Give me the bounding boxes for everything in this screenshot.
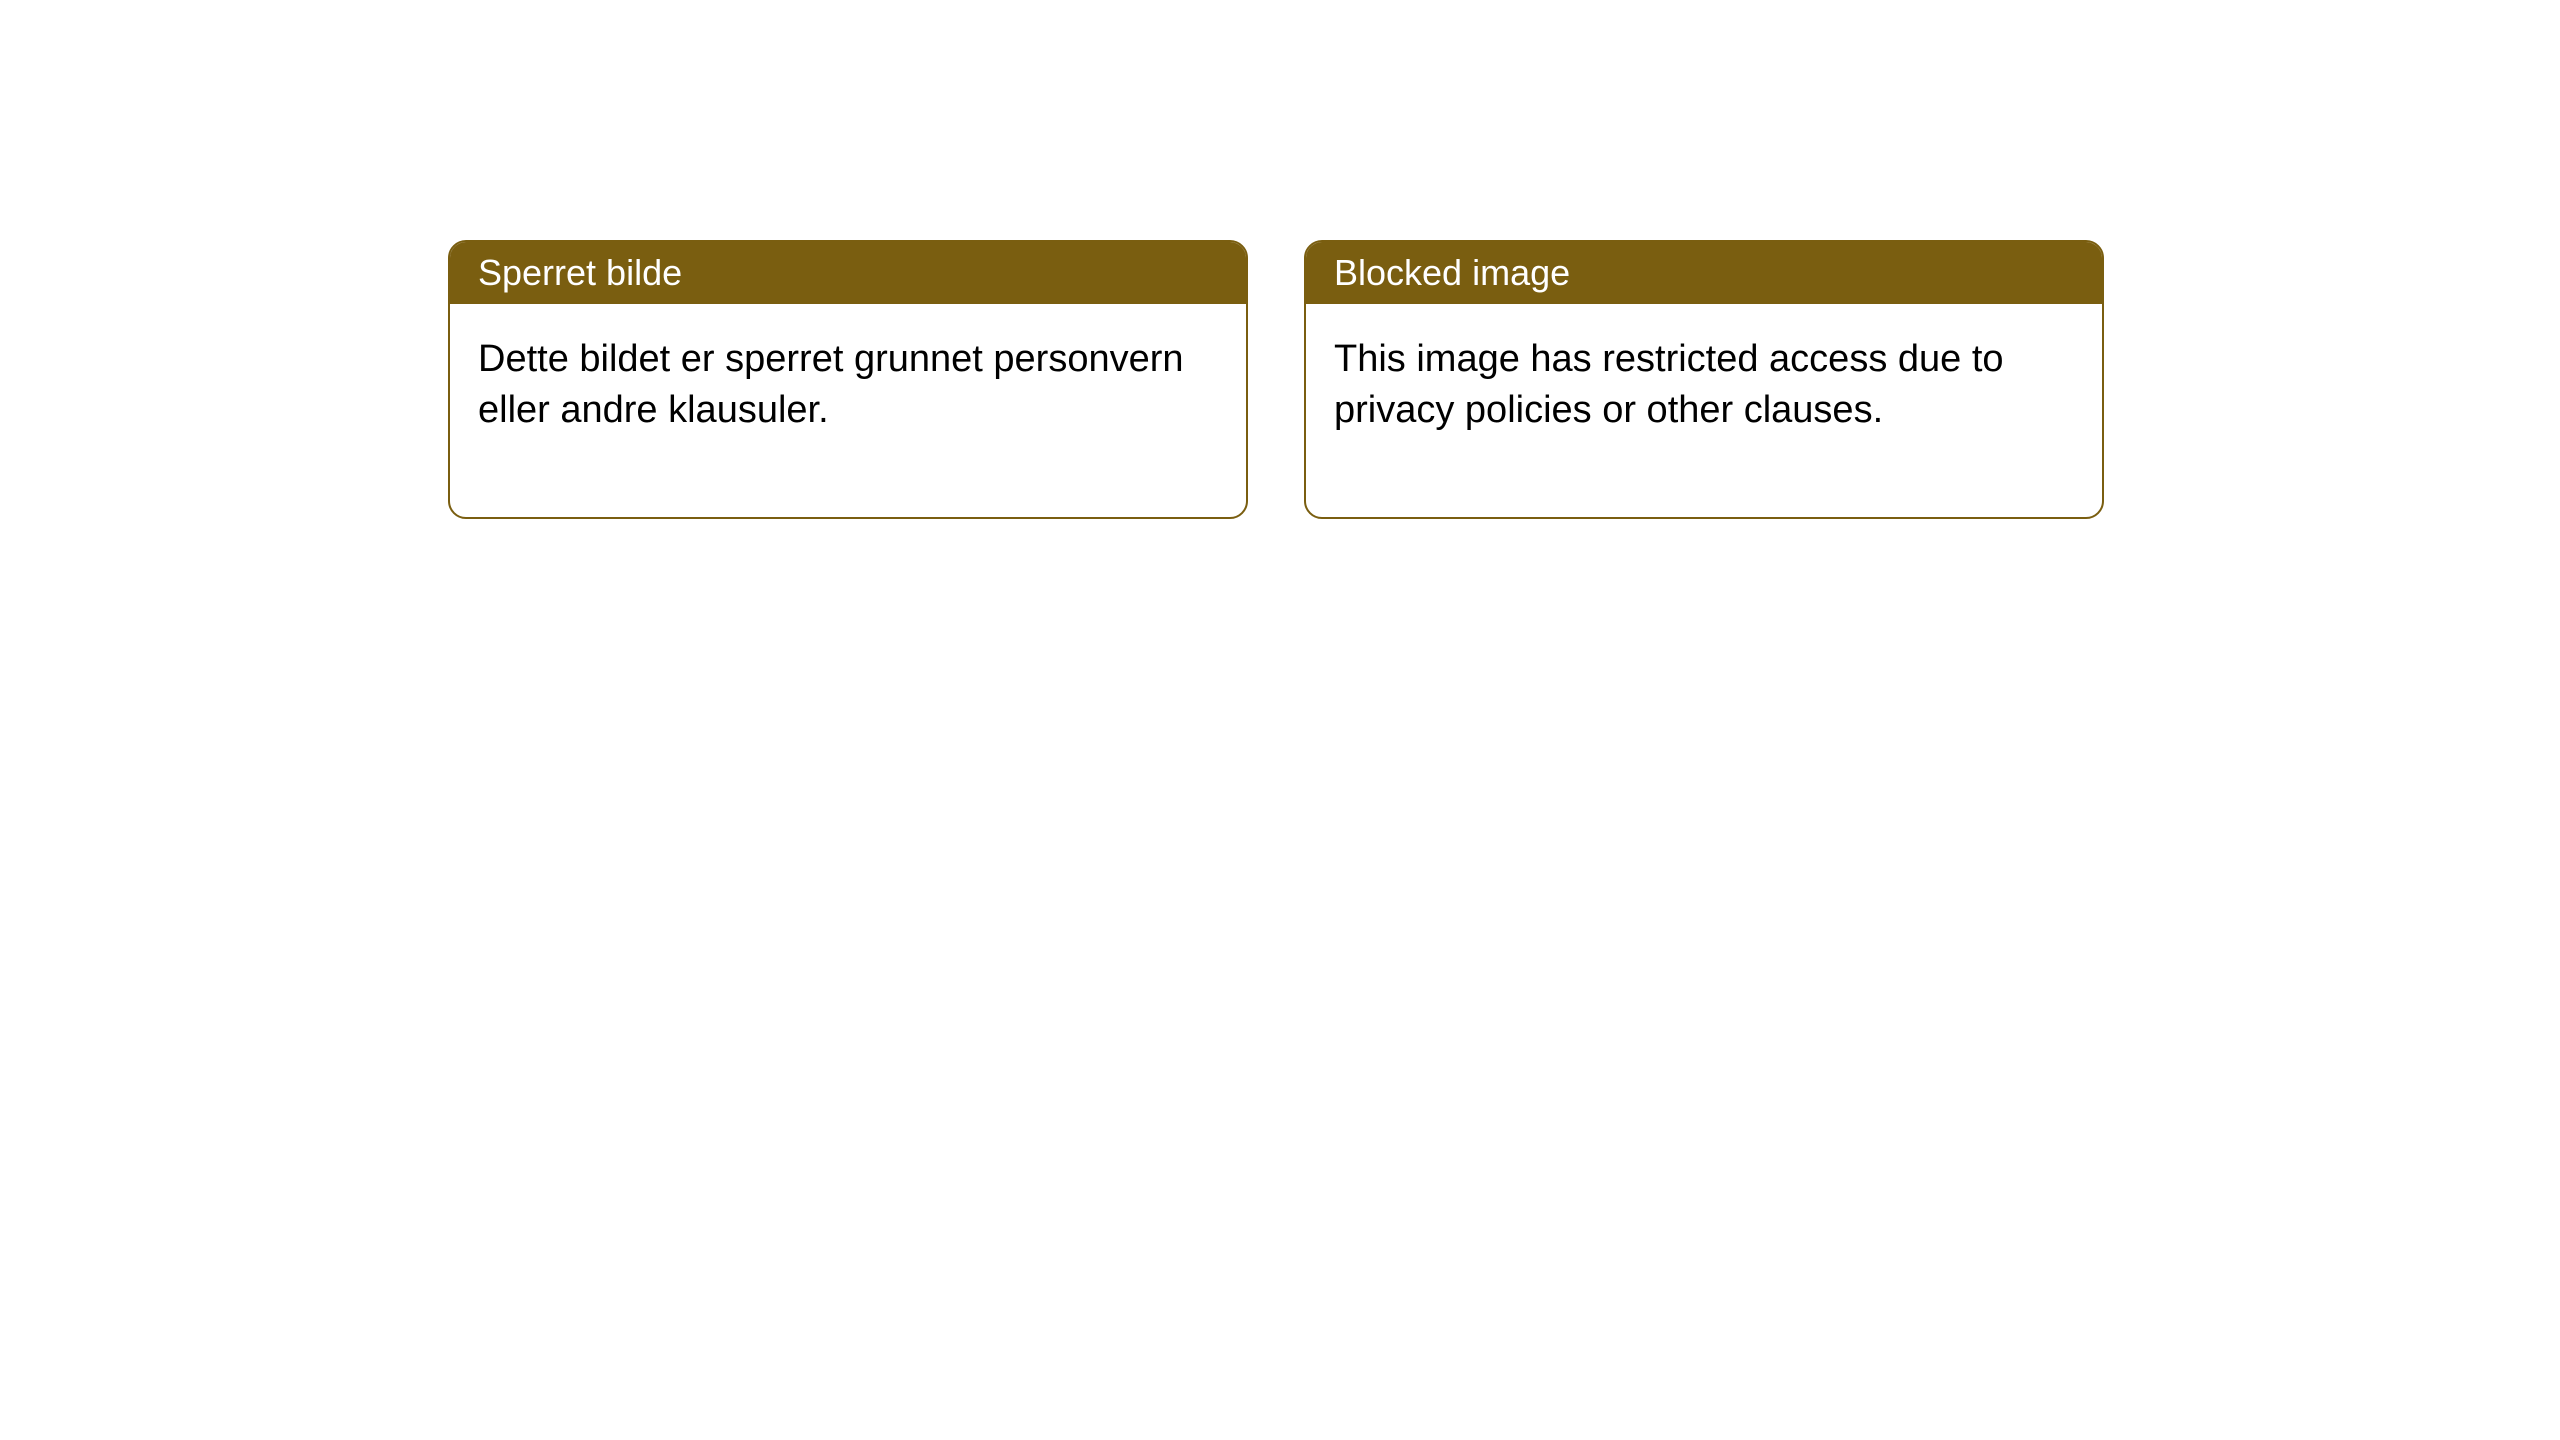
notice-header: Blocked image: [1306, 242, 2102, 304]
notice-container: Sperret bilde Dette bildet er sperret gr…: [448, 240, 2104, 519]
notice-box-norwegian: Sperret bilde Dette bildet er sperret gr…: [448, 240, 1248, 519]
notice-body: Dette bildet er sperret grunnet personve…: [450, 304, 1246, 517]
notice-box-english: Blocked image This image has restricted …: [1304, 240, 2104, 519]
notice-body: This image has restricted access due to …: [1306, 304, 2102, 517]
notice-header: Sperret bilde: [450, 242, 1246, 304]
